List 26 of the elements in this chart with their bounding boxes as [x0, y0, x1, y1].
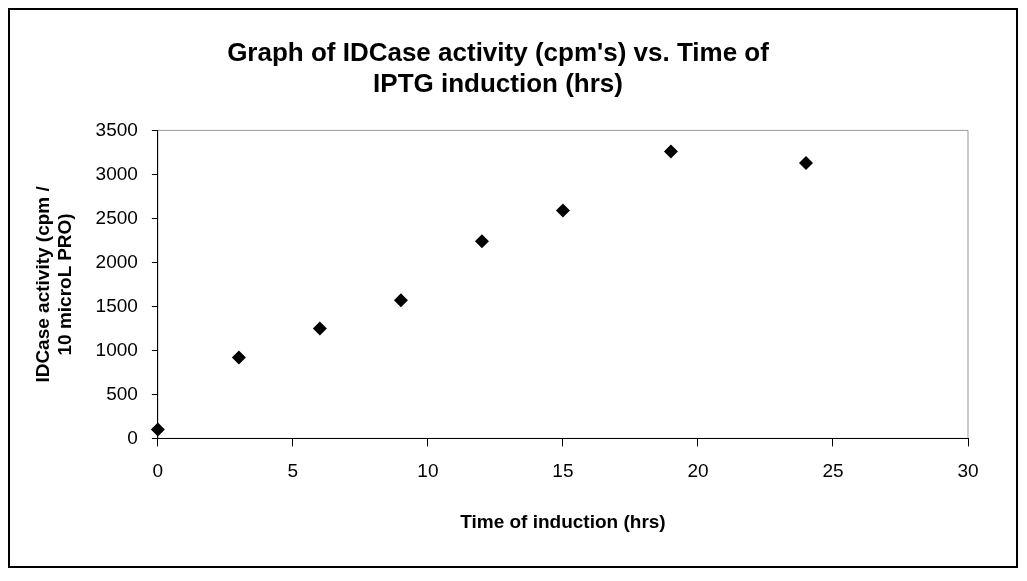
y-tick-label: 1500 [95, 294, 138, 316]
point [150, 422, 165, 437]
x-tick-label: 10 [417, 460, 439, 482]
x-axis-title: Time of induction (hrs) [460, 510, 666, 532]
y-tick-label: 2000 [95, 250, 138, 272]
y-tick-label: 3000 [95, 162, 138, 184]
y-tick-label: 500 [106, 382, 138, 404]
point [231, 350, 246, 365]
point [798, 155, 813, 170]
point [474, 234, 489, 249]
x-tick-label: 20 [687, 460, 709, 482]
y-tick-label: 3500 [95, 118, 138, 140]
x-tick-label: 5 [287, 460, 299, 482]
x-tick-label: 0 [152, 460, 164, 482]
y-tick-label: 1000 [95, 338, 138, 360]
x-tick-label: 15 [552, 460, 574, 482]
point [663, 144, 678, 159]
point [312, 321, 327, 336]
point [393, 293, 408, 308]
x-tick-label: 25 [822, 460, 844, 482]
y-tick-label: 0 [127, 426, 138, 448]
point [555, 203, 570, 218]
x-tick-label: 30 [957, 460, 979, 482]
chart-title: Graph of IDCase activity (cpm's) vs. Time of IPTG induction (hrs) [227, 36, 770, 98]
y-axis-title: IDCase activity (cpm / 10 microL PRO) [31, 185, 76, 383]
y-tick-label: 2500 [95, 206, 138, 228]
